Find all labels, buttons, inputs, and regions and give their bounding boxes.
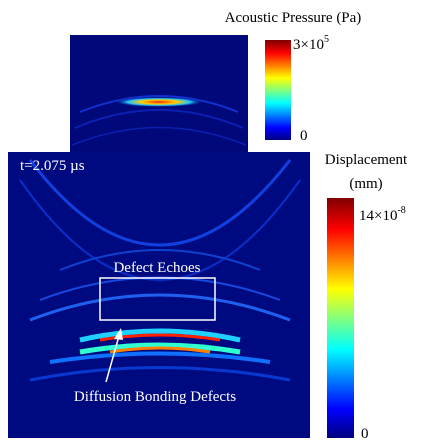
colorbar-max: 3×105 [293,34,329,53]
figure: Acoustic Pressure (Pa) 3×105 0 t=2.075 µ… [0,0,423,443]
base: 14×10 [359,208,397,224]
displacement-colorbar [327,198,354,438]
box-label: Defect Echoes [113,260,200,276]
pressure-colorbar [265,40,291,140]
colorbar-title: Displacement [325,152,408,168]
exponent: -8 [397,205,405,216]
arrow-label: Diffusion Bonding Defects [74,389,236,405]
base: 3×10 [293,37,324,53]
colorbar-min: 0 [361,426,369,442]
colorbar-title: Acoustic Pressure (Pa) [225,10,362,26]
pressure-field [70,35,248,152]
time-label: t=2.075 µs [20,158,85,174]
exponent: 5 [324,34,329,45]
colorbar-max: 14×10-8 [359,205,406,224]
colorbar-unit: (mm) [349,176,382,192]
colorbar-min: 0 [300,128,308,144]
